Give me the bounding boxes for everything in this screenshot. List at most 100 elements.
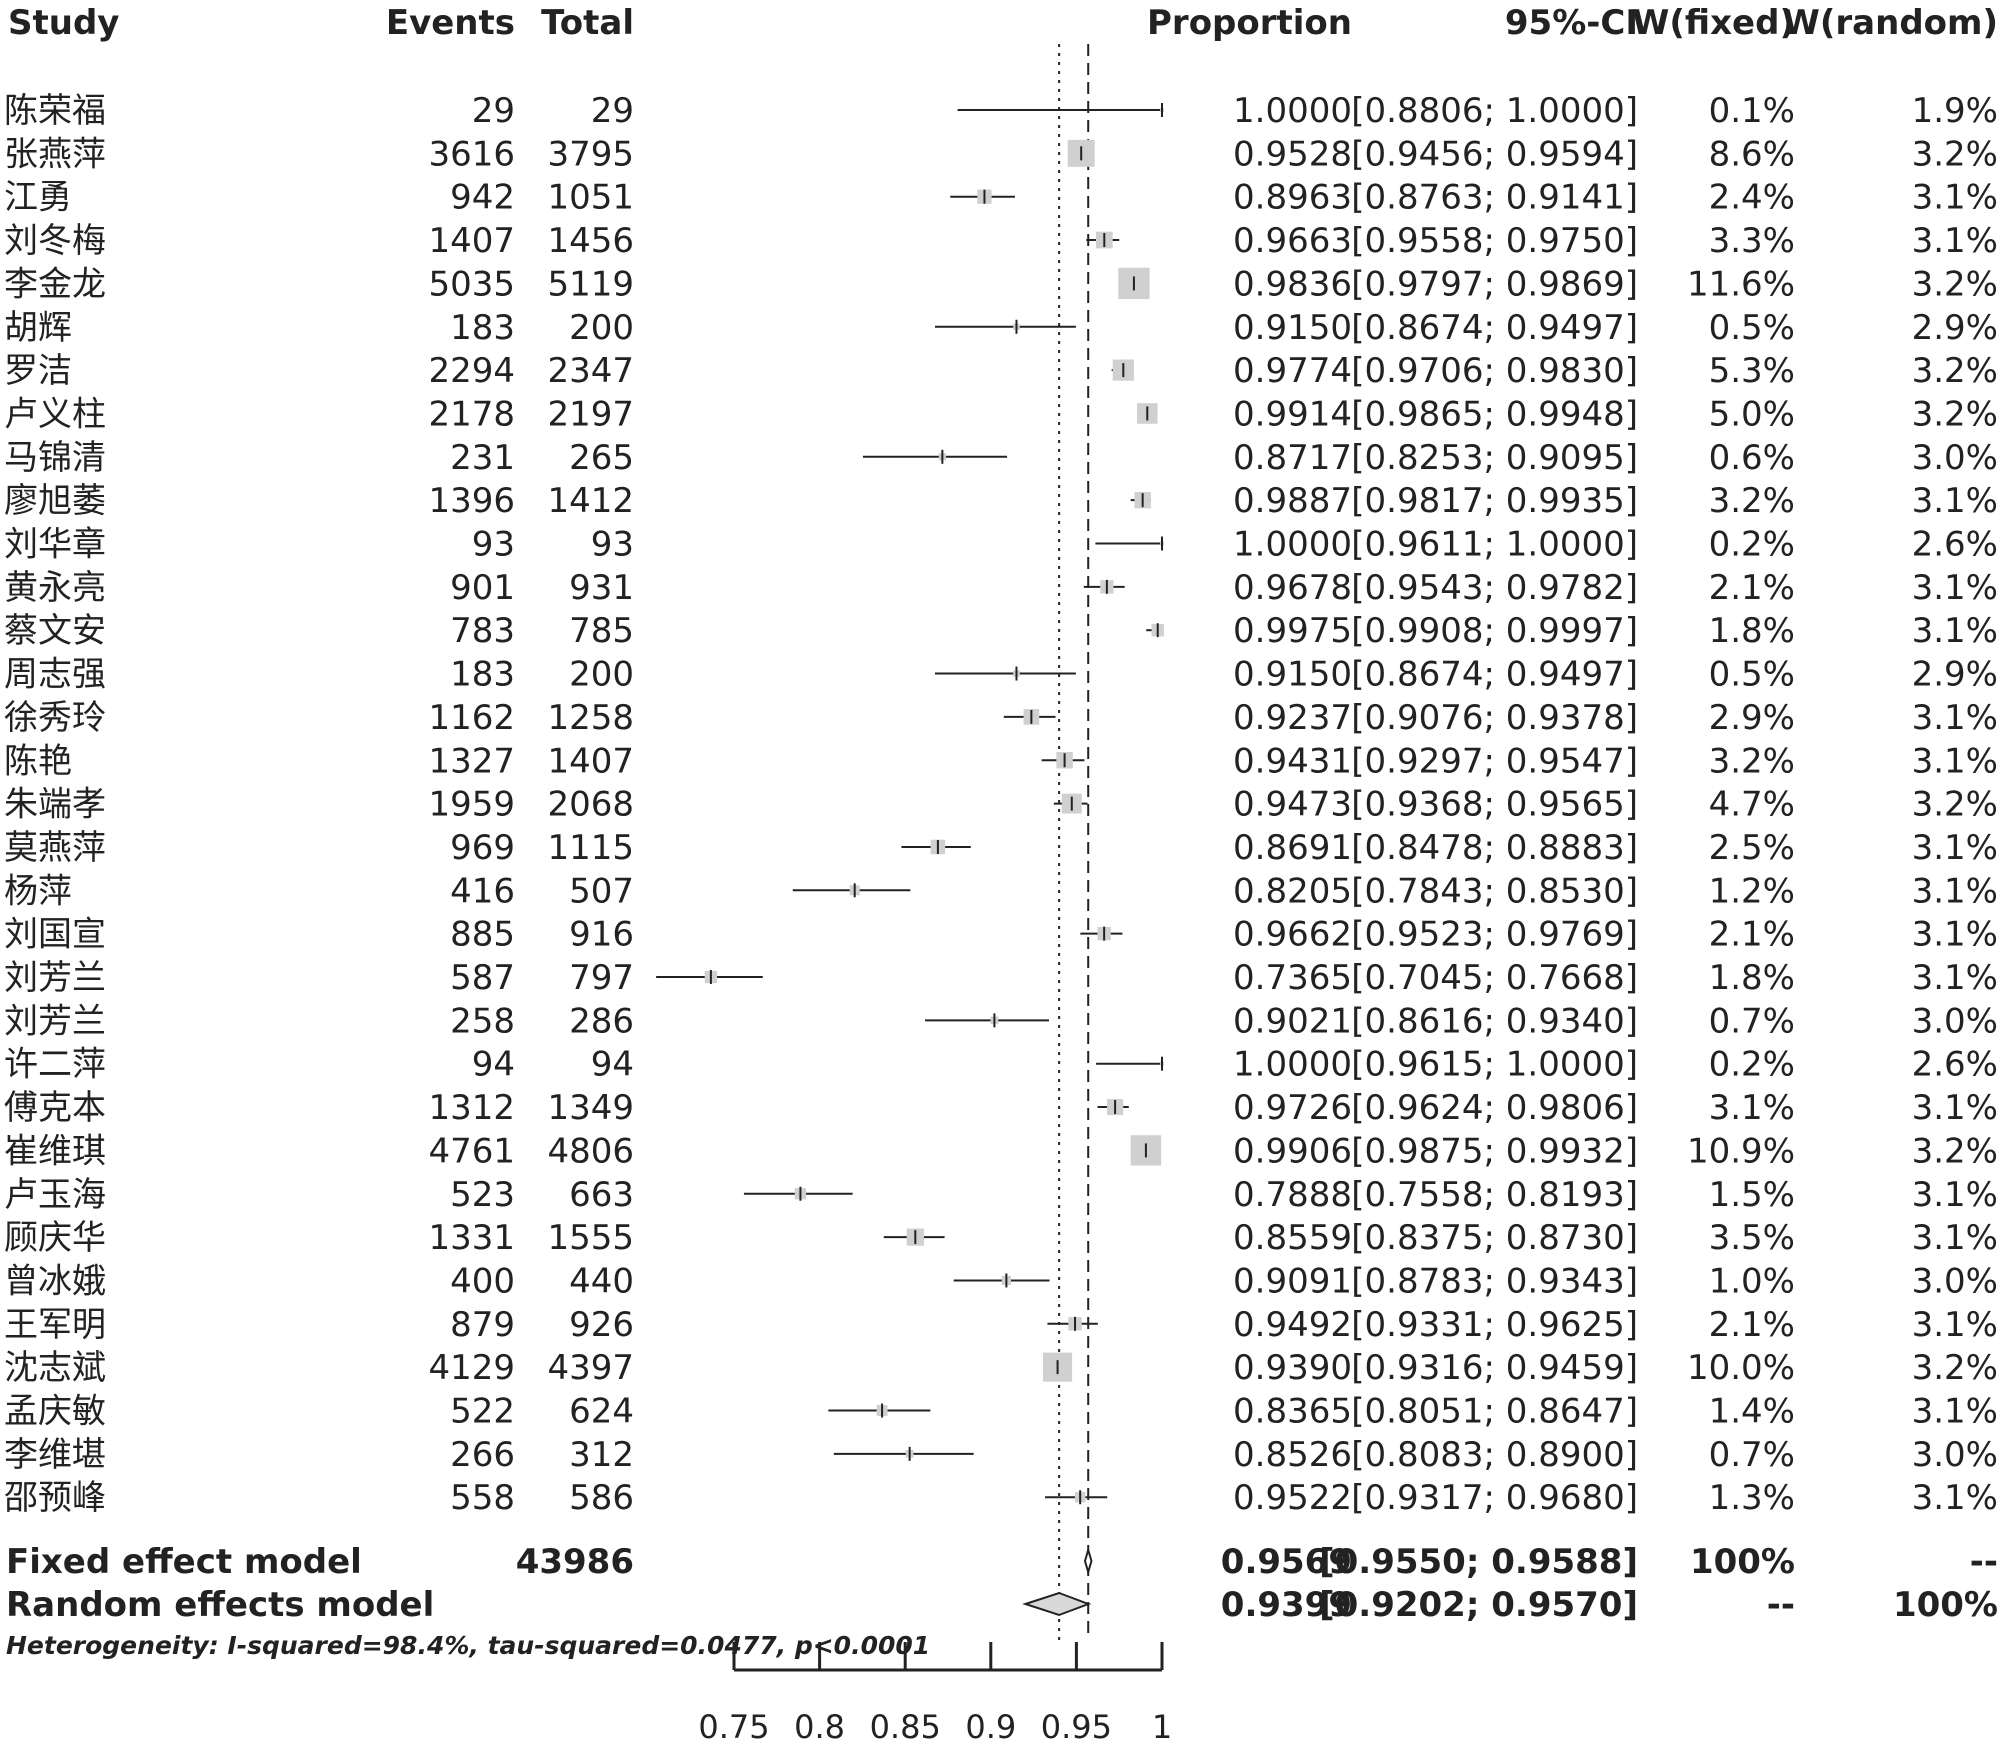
header-events: Events xyxy=(386,3,515,43)
heterogeneity-text: Heterogeneity: I-squared=98.4%, tau-squa… xyxy=(6,1631,930,1660)
table-row: 卢义柱 2178 2197 0.9914 [0.9865; 0.9948] 5.0% 3.2… xyxy=(4,394,1998,434)
study-name: 胡辉 xyxy=(4,308,72,348)
total-cell: 2347 xyxy=(547,351,634,391)
header-total: Total xyxy=(541,3,634,43)
ci-cell: [0.8763; 0.9141] xyxy=(1351,178,1638,218)
events-cell: 183 xyxy=(450,655,515,695)
study-name: 徐秀玲 xyxy=(4,698,106,738)
wfixed-cell: 0.5% xyxy=(1709,655,1795,695)
total-cell: 200 xyxy=(569,655,634,695)
table-row: 许二萍 94 94 1.0000 [0.9615; 1.0000] 0.2% 2.6% xyxy=(4,1045,1998,1085)
total-cell: 926 xyxy=(569,1305,634,1345)
wfixed-cell: 1.0% xyxy=(1709,1261,1795,1301)
events-cell: 879 xyxy=(450,1305,515,1345)
total-cell: 1456 xyxy=(547,221,634,261)
wrandom-cell: 3.1% xyxy=(1912,871,1998,911)
wrandom-cell: 3.1% xyxy=(1912,568,1998,608)
total-cell: 586 xyxy=(569,1478,634,1518)
events-cell: 1327 xyxy=(428,741,515,781)
events-cell: 2178 xyxy=(428,394,515,434)
total-cell: 916 xyxy=(569,915,634,955)
wfixed-cell: 2.9% xyxy=(1709,698,1795,738)
table-row: 马锦清 231 265 0.8717 [0.8253; 0.9095] 0.6% 3.0% xyxy=(4,438,1998,478)
ci-cell: [0.8375; 0.8730] xyxy=(1351,1218,1638,1258)
total-cell: 785 xyxy=(569,611,634,651)
proportion-cell: 0.8691 xyxy=(1233,828,1352,868)
total-cell: 1407 xyxy=(547,741,634,781)
proportion-cell: 0.9237 xyxy=(1233,698,1352,738)
events-cell: 1959 xyxy=(428,785,515,825)
table-row: 江勇 942 1051 0.8963 [0.8763; 0.9141] 2.4% 3.1% xyxy=(4,178,1998,218)
table-row: 莫燕萍 969 1115 0.8691 [0.8478; 0.8883] 2.5% 3.1% xyxy=(4,828,1998,868)
wrandom-cell: 3.2% xyxy=(1912,351,1998,391)
ci-cell: [0.7045; 0.7668] xyxy=(1351,958,1638,998)
ci-cell: [0.9456; 0.9594] xyxy=(1351,134,1638,174)
proportion-cell: 0.9726 xyxy=(1233,1088,1352,1128)
proportion-cell: 0.9431 xyxy=(1233,741,1352,781)
events-cell: 416 xyxy=(450,871,515,911)
wrandom-cell: 3.2% xyxy=(1912,1131,1998,1171)
study-name: 刘冬梅 xyxy=(4,221,106,261)
wrandom-cell: 3.1% xyxy=(1912,698,1998,738)
fixed-ci: [0.9550; 0.9588] xyxy=(1319,1542,1638,1582)
wfixed-cell: 1.3% xyxy=(1709,1478,1795,1518)
total-cell: 624 xyxy=(569,1392,634,1432)
study-name: 许二萍 xyxy=(4,1045,106,1085)
ci-cell: [0.9706; 0.9830] xyxy=(1351,351,1638,391)
ci-cell: [0.9624; 0.9806] xyxy=(1351,1088,1638,1128)
table-row: 邵预峰 558 586 0.9522 [0.9317; 0.9680] 1.3% 3.1% xyxy=(4,1478,1998,1518)
header-proportion: Proportion xyxy=(1147,3,1352,43)
total-cell: 1555 xyxy=(547,1218,634,1258)
table-row: 孟庆敏 522 624 0.8365 [0.8051; 0.8647] 1.4% 3.1% xyxy=(4,1392,1998,1432)
table-row: 廖旭萎 1396 1412 0.9887 [0.9817; 0.9935] 3.2% 3.1… xyxy=(4,481,1998,521)
wfixed-cell: 2.1% xyxy=(1709,1305,1795,1345)
study-name: 马锦清 xyxy=(4,438,106,478)
wrandom-cell: 3.1% xyxy=(1912,221,1998,261)
proportion-cell: 0.7888 xyxy=(1233,1175,1352,1215)
table-row: 刘芳兰 587 797 0.7365 [0.7045; 0.7668] 1.8% 3.1% xyxy=(4,958,1998,998)
wfixed-cell: 2.5% xyxy=(1709,828,1795,868)
table-row: 刘国宣 885 916 0.9662 [0.9523; 0.9769] 2.1% 3.1% xyxy=(4,915,1998,955)
table-row: 沈志斌 4129 4397 0.9390 [0.9316; 0.9459] 10.0% 3.… xyxy=(4,1348,1998,1388)
table-row: 刘冬梅 1407 1456 0.9663 [0.9558; 0.9750] 3.3% 3.1… xyxy=(4,221,1998,261)
table-row: 陈荣福 29 29 1.0000 [0.8806; 1.0000] 0.1% 1.9% xyxy=(4,91,1998,131)
wfixed-cell: 10.9% xyxy=(1687,1131,1795,1171)
ci-cell: [0.9368; 0.9565] xyxy=(1351,785,1638,825)
wrandom-cell: 3.1% xyxy=(1912,915,1998,955)
proportion-cell: 0.9390 xyxy=(1233,1348,1352,1388)
study-name: 罗洁 xyxy=(4,351,72,391)
wrandom-cell: 3.2% xyxy=(1912,264,1998,304)
ci-cell: [0.8051; 0.8647] xyxy=(1351,1392,1638,1432)
wrandom-cell: 3.0% xyxy=(1912,438,1998,478)
study-name: 张燕萍 xyxy=(4,134,106,174)
wrandom-cell: 2.9% xyxy=(1912,655,1998,695)
proportion-cell: 0.9473 xyxy=(1233,785,1352,825)
wfixed-cell: 3.2% xyxy=(1709,741,1795,781)
events-cell: 231 xyxy=(450,438,515,478)
summary-rows: Fixed effect model 43986 0.9569 [0.9550;… xyxy=(6,1542,1998,1660)
events-cell: 558 xyxy=(450,1478,515,1518)
proportion-cell: 0.9492 xyxy=(1233,1305,1352,1345)
table-row: 张燕萍 3616 3795 0.9528 [0.9456; 0.9594] 8.6% 3.2… xyxy=(4,134,1998,174)
table-row: 朱端孝 1959 2068 0.9473 [0.9368; 0.9565] 4.7% 3.2… xyxy=(4,785,1998,825)
proportion-cell: 0.9887 xyxy=(1233,481,1352,521)
total-cell: 1051 xyxy=(547,178,634,218)
events-cell: 1396 xyxy=(428,481,515,521)
total-cell: 286 xyxy=(569,1001,634,1041)
x-tick-label: 0.75 xyxy=(698,1708,769,1746)
wrandom-cell: 2.9% xyxy=(1912,308,1998,348)
total-cell: 797 xyxy=(569,958,634,998)
wrandom-cell: 3.1% xyxy=(1912,741,1998,781)
study-rows: 陈荣福 29 29 1.0000 [0.8806; 1.0000] 0.1% 1.9%张燕萍… xyxy=(4,91,1998,1518)
wrandom-cell: 3.1% xyxy=(1912,958,1998,998)
study-name: 孟庆敏 xyxy=(4,1392,106,1432)
wfixed-cell: 2.1% xyxy=(1709,915,1795,955)
table-row: 陈艳 1327 1407 0.9431 [0.9297; 0.9547] 3.2% 3.1% xyxy=(4,741,1998,781)
random-wfixed: -- xyxy=(1767,1585,1795,1625)
table-row: 傅克本 1312 1349 0.9726 [0.9624; 0.9806] 3.1% 3.1… xyxy=(4,1088,1998,1128)
wfixed-cell: 5.3% xyxy=(1709,351,1795,391)
x-tick-label: 0.85 xyxy=(870,1708,941,1746)
random-effects-diamond xyxy=(1022,1591,1092,1617)
events-cell: 901 xyxy=(450,568,515,608)
ci-cell: [0.8083; 0.8900] xyxy=(1351,1435,1638,1475)
